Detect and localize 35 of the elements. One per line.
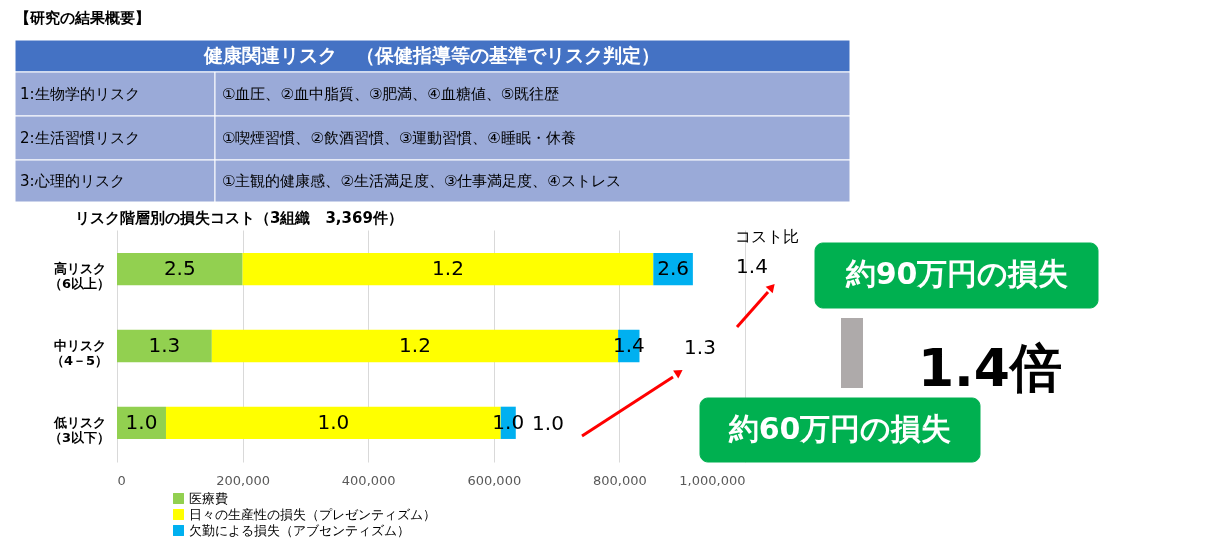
text: 約90万円の損失	[844, 256, 1069, 291]
x-tick-label: 1,000,000	[679, 472, 746, 488]
annotation: 1.0	[317, 409, 350, 434]
text: 1.4倍	[917, 338, 1063, 398]
legend-label: 日々の生産性の損失（プレゼンティズム）	[189, 506, 436, 522]
y-tick-label: 低リスク（3以下）	[48, 414, 111, 445]
annotation: コスト比	[735, 227, 799, 246]
annotation: 1.0	[532, 411, 564, 435]
chart-title: リスク階層別の損失コスト（3組織 3,369件）	[75, 209, 403, 227]
annotation: 1.3	[684, 335, 716, 359]
annotation: 1.0	[125, 409, 158, 434]
text: 2:生活習慣リスク	[20, 129, 140, 147]
legend-label: 医療費	[189, 490, 228, 506]
annotation: 2.6	[657, 256, 689, 281]
y-tick-label: 中リスク（4－5）	[50, 338, 109, 368]
text: 健康関連リスク （保健指導等の基準でリスク判定）	[203, 44, 660, 66]
annotation: 2.5	[163, 256, 196, 281]
y-tick-label: 高リスク（6以上）	[48, 261, 111, 292]
text: 【研究の結果概要】	[15, 9, 150, 27]
text: ①喫煙習慣、②飲酒習慣、③運動習慣、④睡眠・休養	[222, 129, 576, 147]
text: ①主観的健康感、②生活満足度、③仕事満足度、④ストレス	[222, 172, 621, 190]
annotation: 1.2	[399, 333, 431, 357]
x-tick-label: 400,000	[341, 472, 396, 488]
legend-label: 欠勤による損失（アブセンティズム）	[189, 522, 410, 538]
annotation: 約60万円の損失	[727, 411, 952, 446]
text: ①血圧、②血中脂質、③肥満、④血糖値、⑤既往歴	[222, 85, 560, 103]
annotation: 1.2	[432, 256, 464, 281]
x-tick-label: 600,000	[467, 472, 522, 488]
x-tick-label: 0	[117, 472, 126, 488]
text: 3:心理的リスク	[20, 172, 125, 190]
x-tick-label: 200,000	[216, 472, 270, 488]
text: 1:生物学的リスク	[20, 85, 140, 103]
annotation: 1.3	[148, 333, 181, 357]
x-tick-label: 800,000	[593, 472, 647, 488]
annotation: 1.4	[736, 254, 768, 278]
